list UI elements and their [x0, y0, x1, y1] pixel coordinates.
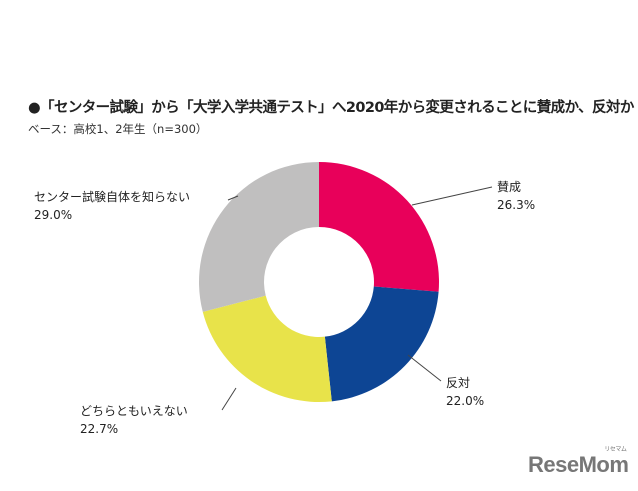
label-1: 反対 22.0% — [446, 374, 484, 410]
label-1-category: 反対 — [446, 376, 471, 390]
donut-slice-1 — [324, 286, 439, 402]
chart-subtitle: ベース：高校1、2年生（n=300） — [28, 122, 208, 136]
label-1-value: 22.0% — [446, 394, 485, 408]
leader-line-2 — [221, 387, 237, 411]
leader-line-3 — [227, 195, 239, 201]
label-2: どちらともいえない 22.7% — [80, 402, 188, 438]
resemom-logo: ReseMom リセマム — [528, 447, 629, 477]
donut-slice-2 — [202, 295, 332, 403]
label-0-category: 賛成 — [497, 180, 522, 194]
leader-line-1 — [407, 354, 442, 382]
label-0-value: 26.3% — [497, 198, 536, 212]
label-2-category: どちらともいえない — [80, 404, 188, 418]
donut-slice-3 — [198, 162, 319, 312]
label-0: 賛成 26.3% — [497, 178, 535, 214]
label-3-value: 29.0% — [34, 208, 73, 222]
chart-title: ●「センター試験」から「大学入学共通テスト」へ2020年から変更されることに賛成… — [28, 100, 634, 116]
label-3-category: センター試験自体を知らない — [34, 190, 191, 204]
label-3: センター試験自体を知らない 29.0% — [34, 188, 190, 224]
label-2-value: 22.7% — [80, 422, 119, 436]
leader-line-0 — [411, 186, 493, 206]
donut-slice-0 — [319, 162, 439, 292]
